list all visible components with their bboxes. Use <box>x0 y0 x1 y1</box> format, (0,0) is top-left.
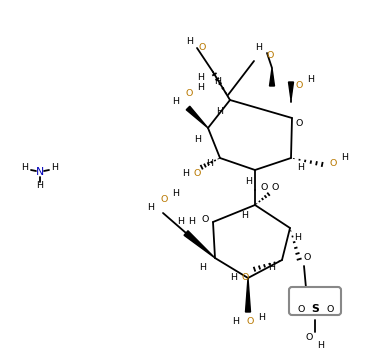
Text: H: H <box>217 108 224 117</box>
Text: H: H <box>197 74 204 83</box>
Text: O: O <box>326 304 334 313</box>
Text: H: H <box>215 77 221 86</box>
Polygon shape <box>186 106 208 128</box>
Text: H: H <box>194 135 201 144</box>
Text: H: H <box>269 264 276 273</box>
Text: H: H <box>183 169 190 178</box>
Text: H: H <box>294 234 301 243</box>
Text: N: N <box>36 167 44 177</box>
Polygon shape <box>184 231 215 258</box>
Text: H: H <box>246 178 253 187</box>
Text: O: O <box>160 196 168 204</box>
Text: O: O <box>201 214 209 223</box>
Text: H: H <box>36 182 43 191</box>
Text: H: H <box>52 162 59 171</box>
Text: O: O <box>246 318 254 326</box>
Polygon shape <box>289 82 294 100</box>
Text: O: O <box>297 304 305 313</box>
Text: H: H <box>147 204 154 213</box>
Text: H: H <box>197 83 204 92</box>
Text: H: H <box>298 164 305 173</box>
Text: O: O <box>305 334 313 343</box>
Text: H: H <box>233 318 240 326</box>
Text: O: O <box>266 52 274 61</box>
Text: H: H <box>178 217 185 226</box>
Text: H: H <box>172 97 179 106</box>
Text: H: H <box>242 210 249 219</box>
Text: O: O <box>329 158 337 168</box>
Text: O: O <box>260 183 268 192</box>
Text: H: H <box>307 74 314 83</box>
Text: H: H <box>341 152 348 161</box>
FancyBboxPatch shape <box>289 287 341 315</box>
Text: H: H <box>199 264 206 273</box>
Text: H: H <box>317 340 325 349</box>
Text: O: O <box>241 274 249 283</box>
Text: H: H <box>188 217 196 226</box>
Polygon shape <box>269 68 274 86</box>
Text: O: O <box>271 183 279 191</box>
Text: O: O <box>185 90 193 99</box>
Text: O: O <box>295 118 303 127</box>
Text: O: O <box>303 253 311 262</box>
Text: O: O <box>198 43 206 52</box>
Text: S: S <box>311 304 319 314</box>
Text: H: H <box>22 162 29 171</box>
Text: H: H <box>187 36 194 45</box>
Polygon shape <box>246 278 251 312</box>
Text: O: O <box>193 169 201 178</box>
Text: O: O <box>295 82 303 91</box>
Text: H: H <box>258 313 265 322</box>
Text: H: H <box>255 43 262 52</box>
Text: H: H <box>231 274 237 283</box>
Text: H: H <box>172 190 179 199</box>
Text: H: H <box>206 158 213 168</box>
